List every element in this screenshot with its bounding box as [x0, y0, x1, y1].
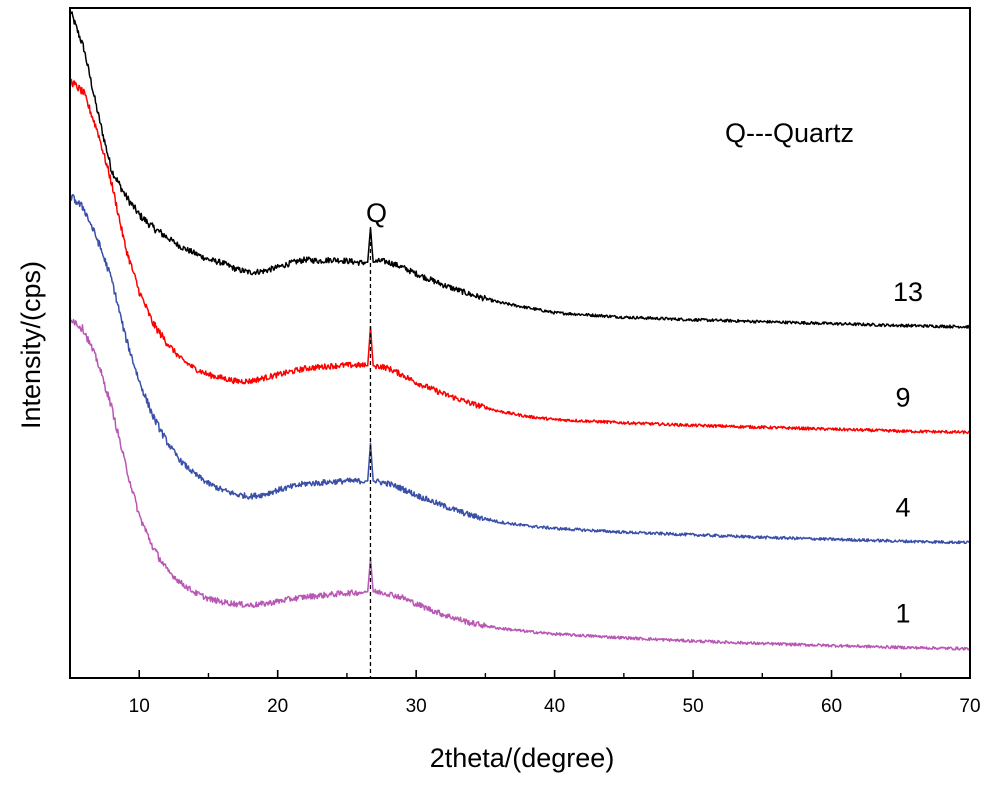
series-label-4: 4 [895, 492, 910, 522]
x-tick-label-30: 30 [406, 696, 427, 717]
series-labels: 13 9 4 1 [893, 277, 923, 629]
series-line-4 [69, 192, 971, 545]
x-tick-label-20: 20 [267, 696, 288, 717]
plot-frame [69, 7, 971, 679]
x-tick-label-60: 60 [821, 696, 842, 717]
x-tick-label-10: 10 [129, 696, 150, 717]
quartz-peak-label: Q [366, 198, 387, 228]
x-tick-label-40: 40 [544, 696, 565, 717]
series-label-1: 1 [895, 599, 910, 629]
series-line-13 [69, 8, 971, 329]
quartz-legend-note: Q---Quartz [725, 118, 854, 148]
y-axis-title: Intensity/(cps) [16, 261, 46, 429]
x-axis-ticks: 10 20 30 40 50 60 70 [69, 670, 981, 717]
x-tick-label-50: 50 [683, 696, 704, 717]
x-axis-title: 2theta/(degree) [430, 743, 615, 773]
series-label-9: 9 [895, 382, 910, 412]
series-label-13: 13 [893, 277, 923, 307]
series-line-1 [69, 316, 971, 651]
series-line-9 [69, 77, 971, 435]
series-layer [69, 8, 971, 651]
x-tick-label-70: 70 [959, 696, 980, 717]
